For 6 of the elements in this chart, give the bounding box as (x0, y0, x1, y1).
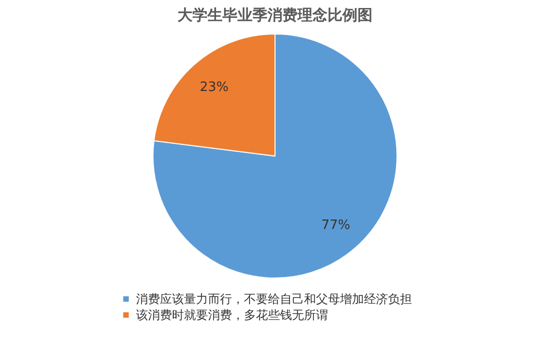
chart-title: 大学生毕业季消费理念比例图 (178, 6, 372, 24)
pie-slice (152, 34, 398, 278)
data-label: 23% (200, 80, 229, 95)
legend-label: 该消费时就要消费，多花些钱无所谓 (136, 308, 328, 322)
legend-label: 消费应该量力而行，不要给自己和父母增加经济负担 (136, 292, 412, 306)
data-label: 77% (321, 218, 350, 234)
